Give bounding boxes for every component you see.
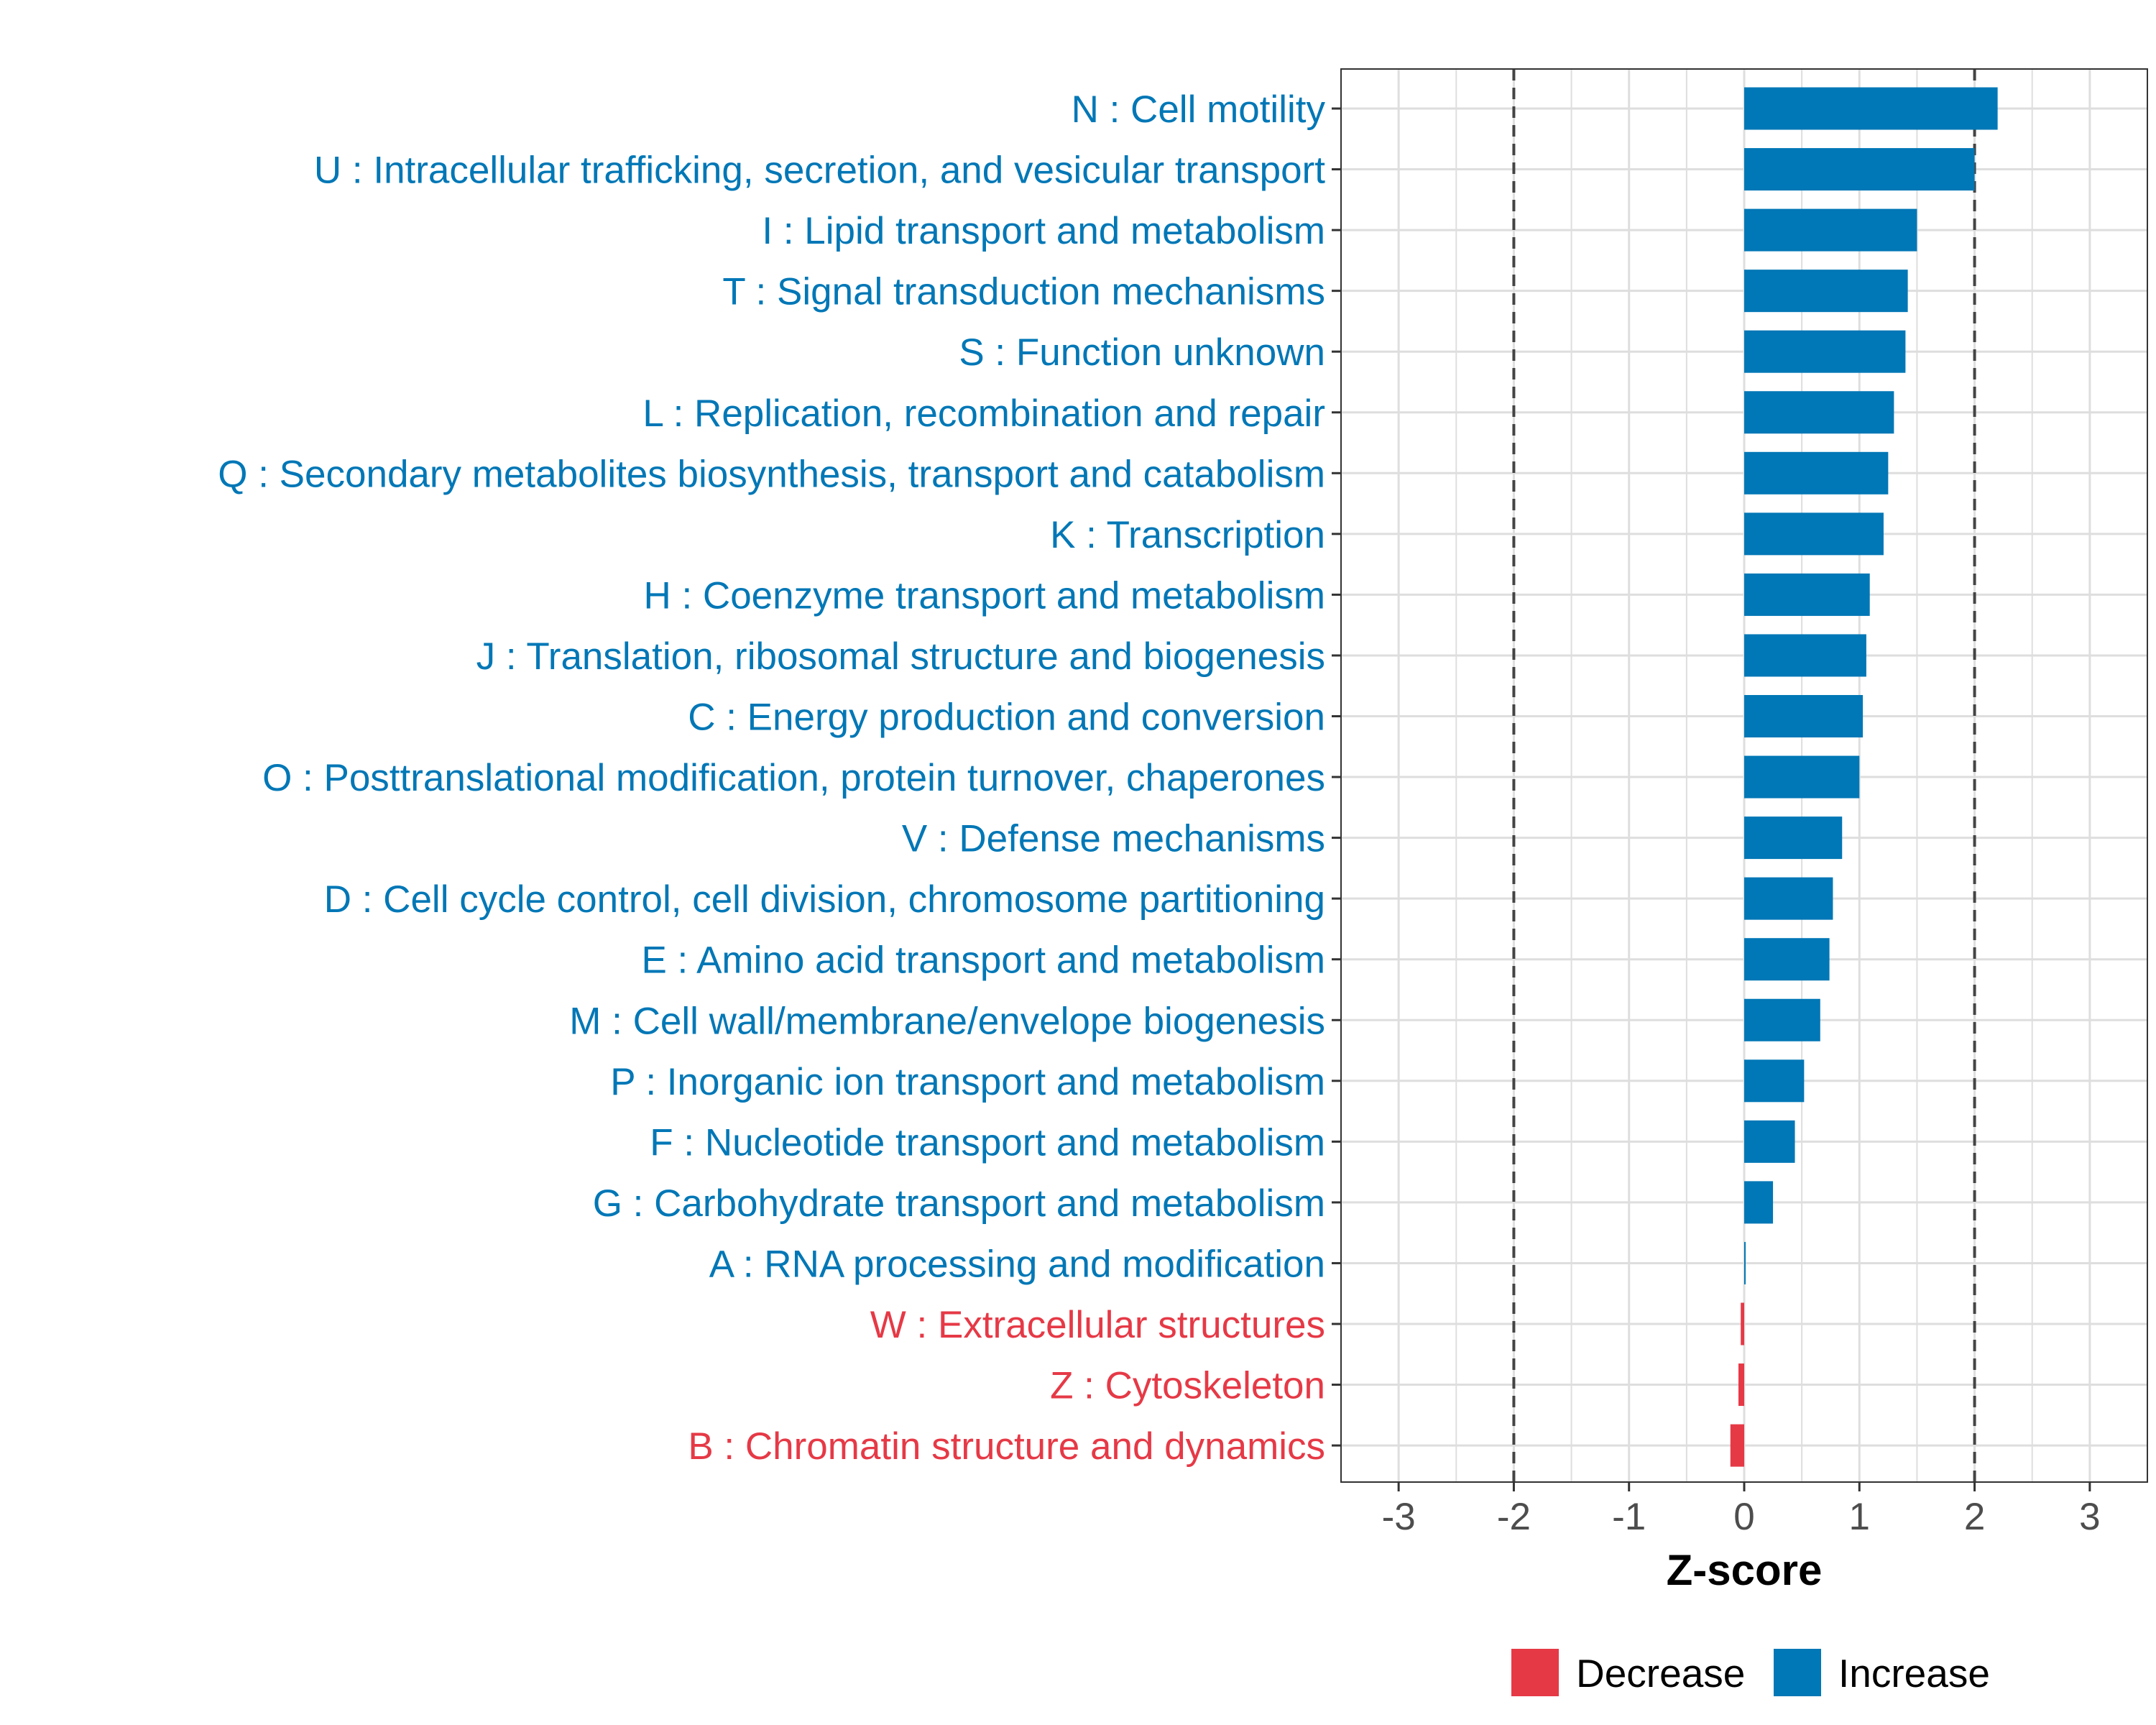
x-tick-label: -2 <box>1497 1496 1531 1538</box>
bar-s-function-unknown <box>1744 330 1906 373</box>
x-tick-label: 3 <box>2079 1496 2100 1538</box>
x-tick-label: -1 <box>1612 1496 1646 1538</box>
legend-swatch-decrease <box>1511 1649 1559 1696</box>
bar-i-lipid-transport-and-metabolism <box>1744 208 1917 252</box>
y-label-g-carbohydrate-transport-and-metabolism: G : Carbohydrate transport and metabolis… <box>593 1182 1325 1225</box>
bar-b-chromatin-structure-and-dynamics <box>1730 1424 1744 1467</box>
bar-j-translation-ribosomal-structure-and-biogenesis <box>1744 634 1866 677</box>
legend-label-increase: Increase <box>1838 1651 1990 1696</box>
y-label-e-amino-acid-transport-and-metabolism: E : Amino acid transport and metabolism <box>641 939 1325 982</box>
y-label-v-defense-mechanisms: V : Defense mechanisms <box>902 818 1325 860</box>
bar-f-nucleotide-transport-and-metabolism <box>1744 1120 1795 1163</box>
legend: Decrease Increase <box>1511 1649 1990 1696</box>
y-label-f-nucleotide-transport-and-metabolism: F : Nucleotide transport and metabolism <box>650 1121 1325 1164</box>
y-label-q-secondary-metabolites-biosynthesis-transport-and-catabolism: Q : Secondary metabolites biosynthesis, … <box>218 453 1325 495</box>
legend-label-decrease: Decrease <box>1576 1651 1745 1696</box>
y-label-s-function-unknown: S : Function unknown <box>959 331 1325 374</box>
bar-w-extracellular-structures <box>1741 1302 1744 1346</box>
y-label-d-cell-cycle-control-cell-division-chromosome-partitioning: D : Cell cycle control, cell division, c… <box>324 878 1325 921</box>
bar-c-energy-production-and-conversion <box>1744 695 1864 737</box>
bar-a-rna-processing-and-modification <box>1744 1241 1746 1284</box>
bar-g-carbohydrate-transport-and-metabolism <box>1744 1181 1774 1224</box>
bars <box>1730 87 1998 1467</box>
y-label-b-chromatin-structure-and-dynamics: B : Chromatin structure and dynamics <box>688 1425 1325 1468</box>
y-axis-category-labels: N : Cell motility U : Intracellular traff… <box>218 88 1325 1468</box>
y-label-h-coenzyme-transport-and-metabolism: H : Coenzyme transport and metabolism <box>643 574 1325 617</box>
x-tick-label: -3 <box>1382 1496 1416 1538</box>
y-label-p-inorganic-ion-transport-and-metabolism: P : Inorganic ion transport and metaboli… <box>610 1061 1325 1103</box>
y-label-m-cell-wall-membrane-envelope-biogenesis: M : Cell wall/membrane/envelope biogenes… <box>569 1000 1325 1042</box>
reference-lines <box>1512 69 1976 1482</box>
bar-u-intracellular-trafficking-secretion-and-vesicular-transport <box>1744 148 1975 191</box>
x-tick-label: 2 <box>1964 1496 1985 1538</box>
y-label-w-extracellular-structures: W : Extracellular structures <box>870 1304 1325 1346</box>
legend-swatch-increase <box>1774 1649 1821 1696</box>
x-tick-label: 0 <box>1733 1496 1754 1538</box>
bar-h-coenzyme-transport-and-metabolism <box>1744 573 1870 616</box>
bar-n-cell-motility <box>1744 87 1998 130</box>
y-label-j-translation-ribosomal-structure-and-biogenesis: J : Translation, ribosomal structure and… <box>476 635 1325 678</box>
bar-p-inorganic-ion-transport-and-metabolism <box>1744 1059 1805 1103</box>
y-label-n-cell-motility: N : Cell motility <box>1072 88 1326 131</box>
y-label-l-replication-recombination-and-repair: L : Replication, recombination and repai… <box>642 392 1325 435</box>
bar-t-signal-transduction-mechanisms <box>1744 270 1908 313</box>
bar-k-transcription <box>1744 512 1884 556</box>
bar-e-amino-acid-transport-and-metabolism <box>1744 938 1830 981</box>
bar-q-secondary-metabolites-biosynthesis-transport-and-catabolism <box>1744 451 1889 494</box>
y-label-k-transcription: K : Transcription <box>1050 514 1325 556</box>
y-label-a-rna-processing-and-modification: A : RNA processing and modification <box>709 1243 1325 1285</box>
y-axis-ticks <box>1332 107 1341 1447</box>
y-label-o-posttranslational-modification-protein-turnover-chaperones: O : Posttranslational modification, prot… <box>262 757 1325 799</box>
x-axis-ticks: -3 -2 -1 0 1 2 3 <box>1382 1482 2101 1538</box>
bar-z-cytoskeleton <box>1738 1363 1744 1407</box>
x-axis-title: Z-score <box>1667 1546 1823 1594</box>
y-label-t-signal-transduction-mechanisms: T : Signal transduction mechanisms <box>722 271 1325 313</box>
y-label-c-energy-production-and-conversion: C : Energy production and conversion <box>688 696 1325 739</box>
y-label-u-intracellular-trafficking-secretion-and-vesicular-transport: U : Intracellular trafficking, secretion… <box>314 150 1325 192</box>
bar-v-defense-mechanisms <box>1744 816 1843 860</box>
x-tick-label: 1 <box>1849 1496 1870 1538</box>
y-label-z-cytoskeleton: Z : Cytoskeleton <box>1050 1365 1325 1407</box>
bar-m-cell-wall-membrane-envelope-biogenesis <box>1744 998 1820 1041</box>
bar-o-posttranslational-modification-protein-turnover-chaperones <box>1744 755 1860 799</box>
bar-d-cell-cycle-control-cell-division-chromosome-partitioning <box>1744 877 1833 920</box>
y-label-i-lipid-transport-and-metabolism: I : Lipid transport and metabolism <box>762 210 1325 252</box>
bar-l-replication-recombination-and-repair <box>1744 391 1894 434</box>
